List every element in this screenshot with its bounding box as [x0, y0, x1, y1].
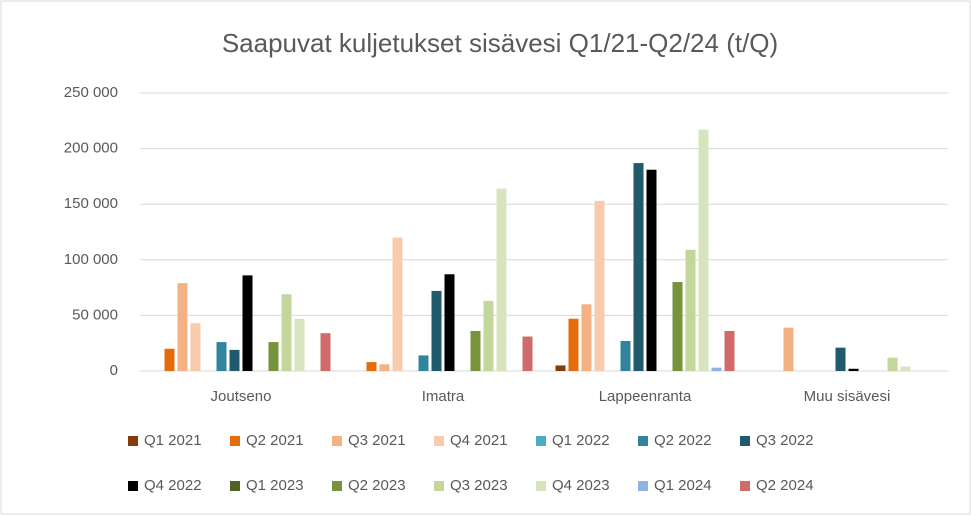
bar: [164, 348, 175, 371]
legend-label: Q3 2023: [450, 477, 508, 494]
bar: [444, 274, 455, 371]
legend-swatch: [230, 481, 240, 491]
bar: [229, 349, 240, 371]
legend-label: Q2 2022: [654, 432, 712, 449]
y-tick-label: 250 000: [64, 84, 118, 101]
bar: [431, 290, 442, 371]
x-tick-label: Joutseno: [211, 388, 272, 405]
legend-label: Q2 2024: [756, 477, 814, 494]
bar: [522, 336, 533, 371]
bar: [887, 357, 898, 371]
bar: [242, 275, 253, 371]
legend-label: Q2 2021: [246, 432, 304, 449]
legend-label: Q4 2021: [450, 432, 508, 449]
legend-label: Q3 2021: [348, 432, 406, 449]
bar: [568, 318, 579, 371]
bar: [177, 283, 188, 371]
legend-label: Q1 2023: [246, 477, 304, 494]
bar: [672, 282, 683, 371]
chart-title: Saapuvat kuljetukset sisävesi Q1/21-Q2/2…: [222, 28, 778, 58]
bar: [835, 347, 846, 371]
bar: [418, 355, 429, 371]
y-tick-label: 200 000: [64, 140, 118, 157]
bar: [633, 163, 644, 371]
legend-swatch: [536, 436, 546, 446]
legend-swatch: [638, 436, 648, 446]
bar: [268, 342, 279, 371]
bar: [392, 237, 403, 371]
bar: [581, 304, 592, 371]
bar: [320, 333, 331, 371]
y-tick-label: 150 000: [64, 195, 118, 212]
bar: [281, 294, 292, 371]
x-tick-label: Lappeenranta: [599, 388, 692, 405]
bar: [555, 365, 566, 371]
bar: [620, 340, 631, 371]
legend-label: Q3 2022: [756, 432, 814, 449]
x-tick-label: Imatra: [422, 388, 465, 405]
legend-swatch: [536, 481, 546, 491]
bar: [470, 330, 481, 371]
bar: [366, 362, 377, 371]
legend-swatch: [740, 481, 750, 491]
bar: [698, 129, 709, 371]
bar: [848, 368, 859, 371]
bar: [711, 367, 722, 371]
legend-swatch: [638, 481, 648, 491]
bar: [783, 327, 794, 371]
legend-label: Q1 2022: [552, 432, 610, 449]
legend-swatch: [434, 436, 444, 446]
legend-label: Q1 2024: [654, 477, 712, 494]
y-tick-label: 0: [110, 362, 118, 379]
legend-swatch: [332, 436, 342, 446]
bar: [216, 342, 227, 371]
legend-label: Q2 2023: [348, 477, 406, 494]
legend-swatch: [332, 481, 342, 491]
legend-swatch: [128, 481, 138, 491]
y-tick-label: 50 000: [72, 306, 118, 323]
bar: [379, 364, 390, 371]
legend-label: Q1 2021: [144, 432, 202, 449]
legend-label: Q4 2022: [144, 477, 202, 494]
bar: [900, 366, 911, 371]
legend-swatch: [434, 481, 444, 491]
bar: [646, 169, 657, 371]
legend-label: Q4 2023: [552, 477, 610, 494]
bar: [594, 200, 605, 371]
y-tick-label: 100 000: [64, 251, 118, 268]
legend-swatch: [128, 436, 138, 446]
legend-swatch: [740, 436, 750, 446]
x-tick-label: Muu sisävesi: [804, 388, 891, 405]
bar: [483, 300, 494, 371]
legend-swatch: [230, 436, 240, 446]
bar: [724, 330, 735, 371]
bar: [294, 318, 305, 371]
bar: [496, 188, 507, 371]
bar: [685, 249, 696, 371]
bar: [190, 323, 201, 371]
